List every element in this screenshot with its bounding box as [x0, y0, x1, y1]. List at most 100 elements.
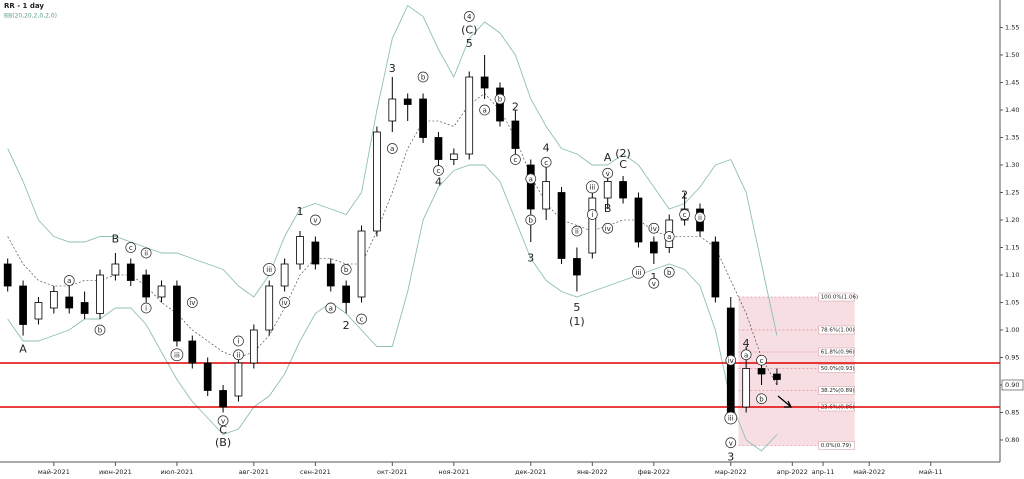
- wave-circle: [585, 180, 599, 194]
- wave-circle: [540, 156, 552, 168]
- wave-circle: [463, 11, 475, 22]
- candle-body: [757, 368, 766, 375]
- candle-body: [280, 263, 289, 287]
- wave-label: i: [237, 338, 239, 346]
- wave-label: c: [683, 211, 687, 219]
- wave-label: ii: [237, 351, 241, 359]
- candle-body: [542, 181, 551, 210]
- candle-body: [496, 87, 504, 122]
- candle-body: [249, 329, 258, 364]
- x-tick-label: янв-2022: [577, 468, 608, 476]
- candle-body: [219, 390, 227, 408]
- wave-circle: [94, 324, 106, 336]
- candle-body: [19, 285, 27, 325]
- candle-body: [619, 181, 627, 199]
- wave-circle: [233, 335, 244, 347]
- wave-circle: [571, 225, 583, 237]
- candle-body: [265, 285, 274, 331]
- wave-label: a: [390, 145, 394, 153]
- candle-body: [573, 258, 581, 276]
- wave-label: (B): [215, 436, 231, 449]
- bollinger-middle: [7, 93, 778, 386]
- x-tick-label: май-2021: [38, 468, 70, 476]
- fib-label: 0.0%(0.79): [821, 443, 852, 449]
- candle-body: [357, 230, 366, 298]
- wave-label: 4: [743, 337, 750, 350]
- x-tick-label: май-11: [919, 468, 943, 476]
- wave-label: v: [313, 217, 317, 225]
- wave-circle: [694, 211, 706, 223]
- wave-circle: [756, 354, 767, 366]
- candle-body: [742, 368, 751, 408]
- wave-label: b: [667, 269, 672, 277]
- candle-body: [296, 236, 304, 265]
- wave-circle: [632, 265, 645, 279]
- candle-body: [449, 153, 458, 160]
- candle-body: [557, 192, 566, 259]
- y-tick-label: 1.15: [1005, 244, 1019, 252]
- candle-body: [773, 373, 781, 380]
- wave-circle: [525, 173, 537, 185]
- wave-circle: [586, 209, 598, 220]
- fib-label: 50.0%(0.93): [821, 366, 855, 372]
- wave-label: b: [529, 217, 534, 225]
- wave-label: iii: [266, 266, 272, 274]
- wave-circle: [262, 263, 276, 276]
- wave-label: ii: [698, 214, 702, 222]
- wave-circle: [140, 302, 152, 314]
- candle-body: [419, 98, 427, 138]
- wave-label: iv: [282, 299, 288, 307]
- wave-label: c: [544, 159, 548, 167]
- fib-label: 100.0%(1.06): [821, 295, 859, 301]
- candle-body: [480, 76, 489, 89]
- candle-body: [80, 302, 89, 314]
- candle-body: [49, 291, 58, 309]
- wave-label: a: [667, 233, 671, 241]
- wave-label: v: [221, 417, 225, 425]
- wave-label: iv: [651, 225, 657, 233]
- candle-body: [126, 263, 135, 281]
- candle-body: [188, 340, 197, 364]
- wave-label: A: [604, 151, 612, 164]
- wave-label: 2: [512, 100, 519, 113]
- x-tick-label: июн-2021: [99, 468, 132, 476]
- wave-circle: [356, 313, 367, 325]
- wave-circle: [724, 411, 738, 425]
- fib-label-box: [818, 325, 855, 335]
- wave-label: ii: [575, 228, 579, 236]
- candle-body: [634, 197, 643, 243]
- y-tick-label: 1.20: [1005, 216, 1019, 224]
- wave-label: 5: [573, 301, 580, 314]
- candle-body: [388, 98, 397, 122]
- wave-circle: [663, 266, 675, 278]
- wave-label: iv: [728, 357, 734, 365]
- wave-circle: [725, 437, 737, 449]
- wave-label: a: [482, 107, 486, 115]
- candle-body: [649, 241, 658, 254]
- wave-label: v: [652, 280, 656, 288]
- x-tick-label: апр-11: [812, 468, 835, 476]
- chart-title: RR - 1 day: [4, 2, 44, 10]
- wave-label: 3: [389, 62, 396, 75]
- x-tick-label: ноя-2021: [438, 468, 469, 476]
- x-tick-label: мар-2022: [715, 468, 747, 476]
- wave-label: a: [744, 351, 748, 359]
- fib-label: 38.2%(0.89): [821, 388, 855, 394]
- fib-label: 78.6%(1.00): [821, 328, 855, 334]
- wave-circle: [125, 242, 137, 253]
- candle-body: [65, 296, 74, 309]
- wave-label: v: [606, 170, 610, 178]
- wave-circle: [325, 302, 337, 314]
- fib-label-box: [818, 347, 855, 357]
- wave-label: b: [98, 327, 103, 335]
- candle-body: [511, 120, 520, 149]
- wave-label: iv: [605, 225, 611, 233]
- y-tick-label: 1.10: [1005, 271, 1019, 279]
- wave-label: 1: [650, 271, 657, 284]
- wave-label: B: [112, 232, 120, 245]
- wave-circle: [525, 214, 537, 226]
- wave-label: c: [437, 167, 441, 175]
- candle-body: [142, 274, 151, 298]
